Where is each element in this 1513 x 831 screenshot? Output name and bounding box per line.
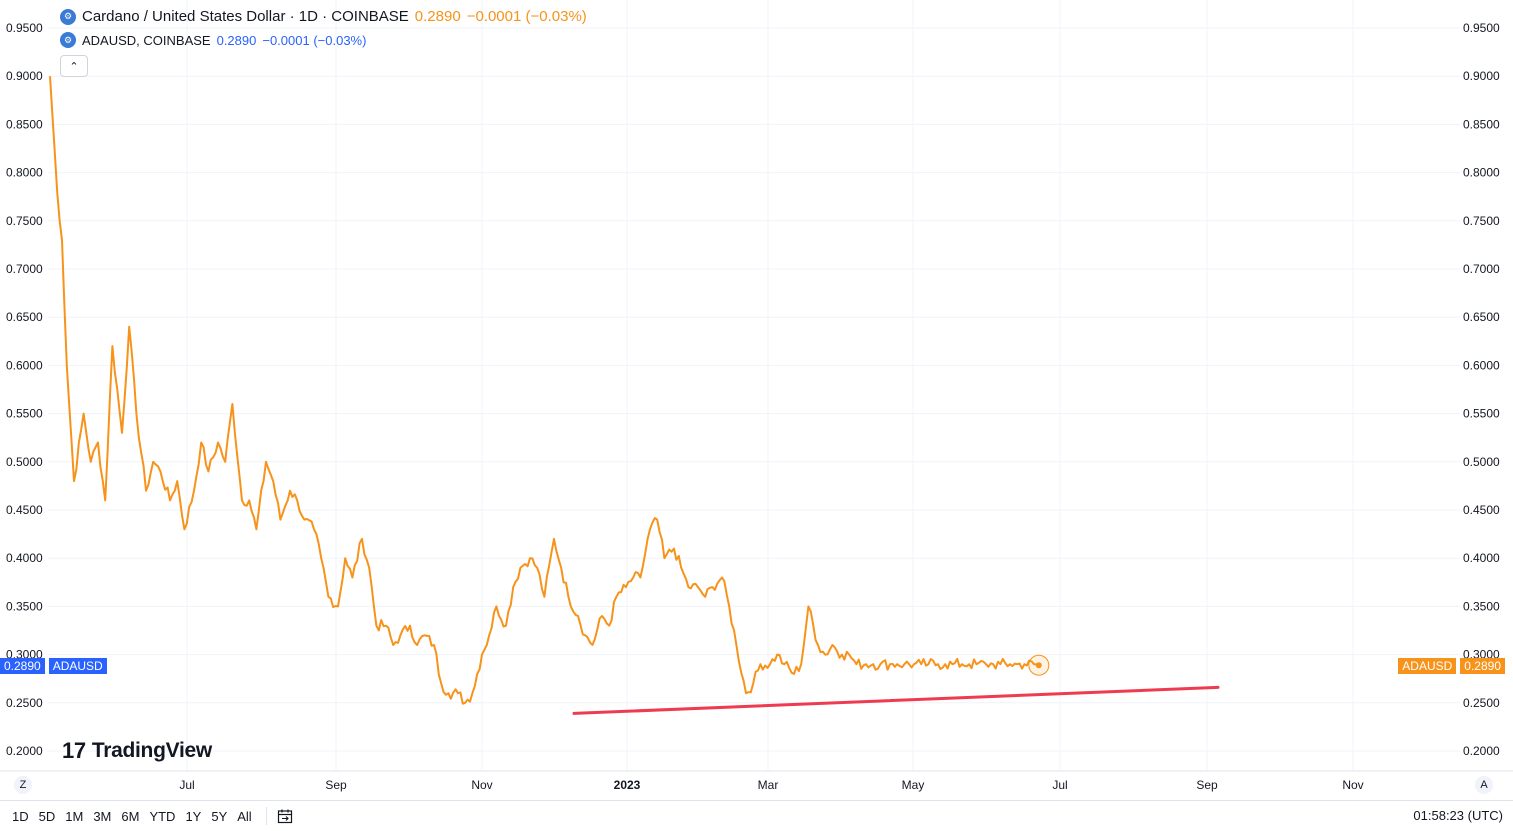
- left-price-tag: 0.2890 ADAUSD: [0, 658, 107, 674]
- y-tick-label-right: 0.4500: [1463, 503, 1500, 517]
- x-tick-label: Jul: [179, 778, 194, 792]
- range-1y-button[interactable]: 1Y: [185, 808, 202, 824]
- right-price-symbol: ADAUSD: [1398, 658, 1457, 674]
- series-line-adausd: [49, 76, 1040, 705]
- trendline-layer[interactable]: [572, 685, 1220, 715]
- y-tick-label-left: 0.4500: [6, 503, 43, 517]
- grid-lines: [0, 0, 1513, 772]
- legend-main-title: Cardano / United States Dollar · 1D · CO…: [82, 8, 409, 25]
- last-point-marker: [1028, 654, 1050, 676]
- legend-sub-title: ADAUSD, COINBASE: [82, 32, 211, 48]
- zoom-corner-button[interactable]: Z: [14, 776, 32, 794]
- y-tick-label-right: 0.7000: [1463, 262, 1500, 276]
- support-trendline: [572, 685, 1220, 715]
- y-tick-label-left: 0.7000: [6, 262, 43, 276]
- y-tick-label-left: 0.6000: [6, 358, 43, 372]
- y-tick-label-right: 0.2500: [1463, 696, 1500, 710]
- y-tick-label-left: 0.8000: [6, 166, 43, 180]
- y-tick-label-right: 0.7500: [1463, 214, 1500, 228]
- legend-sub-change: −0.0001 (−0.03%): [262, 32, 367, 48]
- chevron-up-icon: ⌃: [69, 60, 79, 73]
- range-5d-button[interactable]: 5D: [38, 808, 56, 824]
- y-tick-label-left: 0.9000: [6, 69, 43, 83]
- range-1m-button[interactable]: 1M: [65, 808, 84, 824]
- y-tick-label-left: 0.6500: [6, 310, 43, 324]
- y-tick-label-left: 0.2000: [6, 744, 43, 758]
- range-ytd-button[interactable]: YTD: [149, 808, 176, 824]
- legend-main-change: −0.0001 (−0.03%): [466, 8, 587, 25]
- legend-main[interactable]: ⚙ Cardano / United States Dollar · 1D · …: [60, 8, 587, 25]
- left-price-symbol: ADAUSD: [48, 658, 107, 674]
- y-tick-label-right: 0.8000: [1463, 166, 1500, 180]
- y-tick-label-right: 0.6500: [1463, 310, 1500, 324]
- tradingview-text: TradingView: [91, 739, 212, 762]
- range-1d-button[interactable]: 1D: [12, 808, 29, 824]
- y-tick-label-right: 0.5500: [1463, 407, 1500, 421]
- tradingview-logo-icon: 17: [62, 738, 86, 763]
- last-point-dot: [1035, 662, 1042, 669]
- y-tick-label-right: 0.9500: [1463, 21, 1500, 35]
- left-price-value: 0.2890: [0, 658, 45, 674]
- y-tick-label-right: 0.2000: [1463, 744, 1500, 758]
- y-tick-label-left: 0.3500: [6, 599, 43, 613]
- right-price-tag: ADAUSD 0.2890: [1398, 658, 1505, 674]
- series-layer: [49, 76, 1040, 705]
- legend-main-price: 0.2890: [414, 8, 461, 25]
- bottom-toolbar: 1D 5D 1M 3M 6M YTD 1Y 5Y All 01:58:23 (U…: [0, 800, 1513, 831]
- x-tick-label: Mar: [758, 778, 779, 792]
- legend-sub-price: 0.2890: [216, 32, 257, 48]
- y-tick-label-right: 0.8500: [1463, 117, 1500, 131]
- x-tick-label: May: [902, 778, 925, 792]
- cardano-logo-icon: ⚙: [60, 8, 76, 25]
- x-tick-label: Nov: [1342, 778, 1363, 792]
- legend-sub[interactable]: ⚙ ADAUSD, COINBASE 0.2890 −0.0001 (−0.03…: [60, 32, 366, 48]
- x-tick-label: Sep: [1196, 778, 1218, 792]
- cardano-logo-icon: ⚙: [60, 32, 76, 48]
- toolbar-divider: [265, 807, 267, 825]
- range-5y-button[interactable]: 5Y: [211, 808, 228, 824]
- tradingview-watermark[interactable]: 17 TradingView: [62, 738, 212, 764]
- y-tick-label-left: 0.5000: [6, 455, 43, 469]
- price-chart[interactable]: 0.9500 0.9000 0.8500 0.8000 0.7500 0.7000 0.65…: [0, 0, 1513, 800]
- y-tick-label-left: 0.5500: [6, 407, 43, 421]
- x-tick-label: Nov: [471, 778, 492, 792]
- y-tick-label-left: 0.8500: [6, 117, 43, 131]
- auto-scale-button[interactable]: A: [1475, 776, 1493, 794]
- y-tick-label-left: 0.2500: [6, 696, 43, 710]
- x-axis: Jul Sep Nov 2023 Mar May Jul Sep Nov: [179, 778, 1363, 792]
- y-tick-label-right: 0.5000: [1463, 455, 1500, 469]
- range-6m-button[interactable]: 6M: [121, 808, 140, 824]
- y-axis-right: 0.9500 0.9000 0.8500 0.8000 0.7500 0.7000 0.65…: [1463, 21, 1500, 758]
- y-tick-label-left: 0.9500: [6, 21, 43, 35]
- y-axis-left: 0.9500 0.9000 0.8500 0.8000 0.7500 0.7000 0.65…: [6, 21, 43, 758]
- calendar-goto-icon[interactable]: [277, 808, 293, 824]
- y-tick-label-right: 0.3500: [1463, 599, 1500, 613]
- range-3m-button[interactable]: 3M: [93, 808, 112, 824]
- y-tick-label-left: 0.4000: [6, 551, 43, 565]
- x-tick-label: 2023: [614, 778, 641, 792]
- collapse-legend-button[interactable]: ⌃: [60, 55, 88, 77]
- x-tick-label: Jul: [1052, 778, 1067, 792]
- utc-clock[interactable]: 01:58:23 (UTC): [1413, 808, 1503, 823]
- range-all-button[interactable]: All: [237, 808, 252, 824]
- y-tick-label-right: 0.4000: [1463, 551, 1500, 565]
- y-tick-label-right: 0.6000: [1463, 358, 1500, 372]
- y-tick-label-right: 0.9000: [1463, 69, 1500, 83]
- right-price-value: 0.2890: [1460, 658, 1505, 674]
- y-tick-label-left: 0.7500: [6, 214, 43, 228]
- x-tick-label: Sep: [325, 778, 347, 792]
